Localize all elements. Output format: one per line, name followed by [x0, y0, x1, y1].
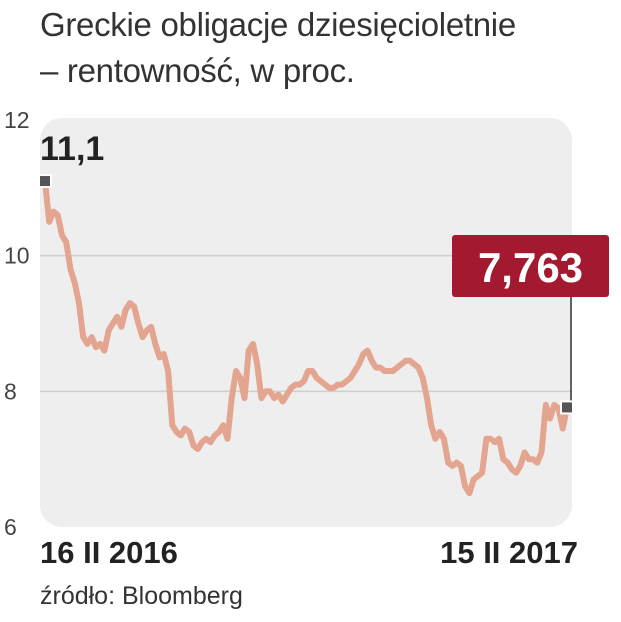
- series-line: [42, 178, 570, 497]
- y-tick-label-8: 8: [4, 378, 17, 404]
- end-value-label: 7,763: [478, 244, 583, 291]
- chart-title-line-1: Greckie obligacje dziesięcioletnie: [40, 6, 516, 43]
- x-tick-label-start: 16 II 2016: [40, 535, 178, 570]
- chart-title: Greckie obligacje dziesięcioletnie – ren…: [40, 2, 516, 94]
- endpoint-markers: [38, 174, 574, 415]
- y-tick-label-12: 12: [4, 107, 30, 133]
- chart-title-line-2: – rentowność, w proc.: [40, 52, 355, 89]
- x-tick-label-end: 15 II 2017: [440, 535, 578, 570]
- source-note: źródło: Bloomberg: [40, 582, 243, 610]
- y-tick-label-10: 10: [4, 243, 30, 269]
- end-marker: [560, 400, 574, 415]
- start-marker: [38, 174, 52, 189]
- start-value-label: 11,1: [40, 130, 104, 168]
- y-axis-ticks: 6 8 10 12: [4, 107, 30, 540]
- end-value-box: [452, 235, 609, 297]
- series-layer: [42, 178, 570, 497]
- y-tick-label-6: 6: [4, 514, 17, 540]
